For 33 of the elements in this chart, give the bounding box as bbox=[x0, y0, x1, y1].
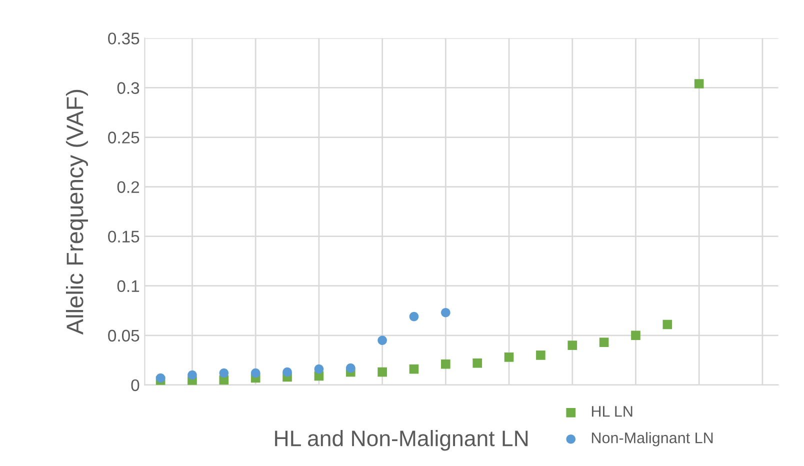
point bbox=[504, 352, 514, 362]
y-tick-label: 0 bbox=[131, 379, 140, 392]
y-tick-label: 0.25 bbox=[108, 132, 140, 144]
y-tick-label: 0.1 bbox=[117, 280, 140, 292]
x-axis-title: HL and Non-Malignant LN bbox=[275, 430, 528, 451]
point bbox=[250, 368, 260, 378]
point bbox=[314, 364, 324, 374]
point bbox=[441, 359, 450, 369]
y-tick-label: 0.05 bbox=[108, 330, 140, 342]
point bbox=[536, 350, 546, 360]
point bbox=[409, 312, 419, 322]
point bbox=[568, 340, 578, 350]
legend-label: HL LN bbox=[592, 406, 632, 417]
point bbox=[282, 367, 292, 377]
point bbox=[662, 320, 672, 330]
point bbox=[188, 370, 197, 380]
y-tick-label: 0.15 bbox=[108, 230, 140, 243]
point bbox=[694, 79, 704, 88]
point bbox=[472, 358, 482, 368]
point bbox=[409, 364, 419, 374]
point bbox=[378, 336, 387, 345]
point bbox=[346, 363, 356, 373]
point bbox=[156, 373, 166, 383]
point bbox=[219, 368, 229, 378]
y-tick-label: 0.3 bbox=[117, 82, 140, 94]
point bbox=[599, 338, 609, 347]
legend-label: Non-Malignant LN bbox=[592, 432, 713, 446]
point bbox=[631, 330, 640, 340]
point bbox=[441, 308, 450, 318]
point bbox=[378, 367, 387, 377]
y-tick-label: 0.35 bbox=[108, 32, 140, 44]
y-axis-title: Allelic Frequency (VAF) bbox=[66, 90, 88, 335]
y-tick-label: 0.2 bbox=[117, 181, 140, 194]
